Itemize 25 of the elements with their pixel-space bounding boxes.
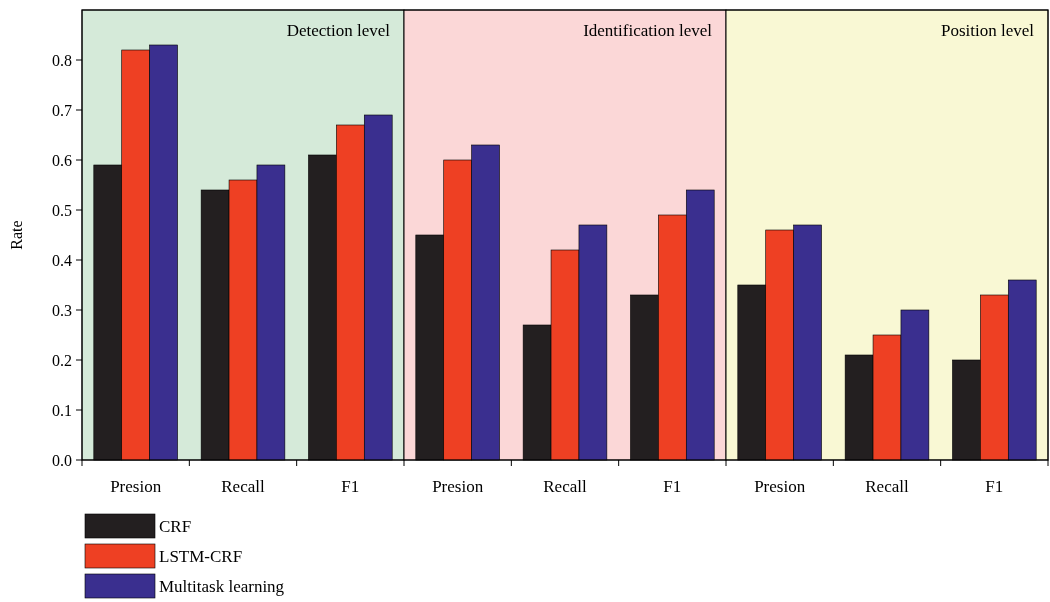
y-tick-label: 0.1 (52, 401, 72, 419)
annotation: Detection level (286, 21, 391, 40)
x-tick-label: F1 (985, 477, 1004, 496)
x-tick-label: Presion (432, 477, 484, 496)
legend-label: CRF (159, 516, 192, 536)
x-tick-label: F1 (663, 477, 682, 496)
legend-label: Multitask learning (159, 576, 285, 596)
y-tick-label: 0.6 (52, 151, 72, 169)
y-tick-label: 0.0 (52, 451, 72, 469)
annotation: Position level (940, 21, 1035, 40)
y-tick-label: 0.3 (52, 301, 72, 319)
annotation: Identification level (583, 21, 713, 40)
y-tick-label: 0.5 (52, 201, 72, 219)
y-tick-label: 0.4 (52, 251, 72, 269)
y-tick-label: 0.8 (52, 51, 72, 69)
y-tick-label: 0.7 (52, 101, 72, 119)
legend-label: LSTM-CRF (159, 546, 243, 566)
x-tick-label: Presion (110, 477, 162, 496)
x-tick-label: Recall (865, 477, 909, 496)
x-tick-label: F1 (341, 477, 360, 496)
x-tick-label: Recall (221, 477, 265, 496)
y-tick-label: 0.2 (52, 351, 72, 369)
y-axis-title: Rate (8, 220, 25, 250)
x-tick-label: Presion (754, 477, 806, 496)
x-tick-label: Recall (543, 477, 587, 496)
